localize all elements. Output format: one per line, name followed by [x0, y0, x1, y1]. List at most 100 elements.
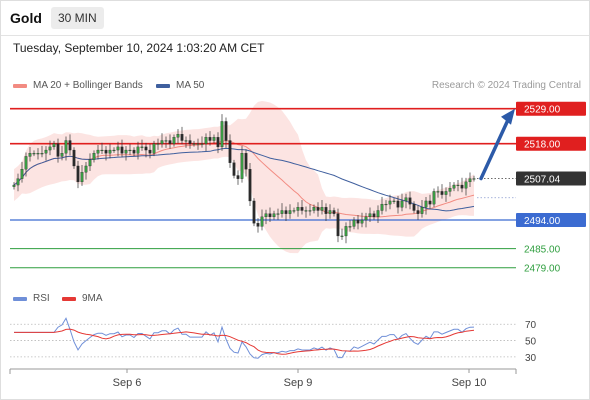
candle-body [144, 146, 148, 151]
rsi-swatch-icon [13, 296, 27, 301]
candle-body [440, 191, 444, 195]
candle-body [272, 213, 276, 218]
candle-body [424, 200, 428, 208]
candle-body [112, 149, 116, 152]
candle-body [468, 178, 472, 183]
candle-body [104, 149, 108, 154]
candle-body [300, 207, 304, 211]
candle-body [248, 168, 252, 202]
candle-body [24, 156, 28, 170]
candle-body [372, 213, 376, 218]
candle-body [268, 213, 272, 218]
candle-body [356, 219, 360, 224]
candle-body [304, 210, 308, 212]
candle-body [136, 146, 140, 154]
candle-body [428, 200, 432, 205]
level-badge-resistance [516, 101, 586, 116]
rsi-9ma-line [14, 328, 475, 355]
candle-body [80, 172, 84, 183]
candle-body [412, 203, 416, 211]
candle-body [140, 146, 144, 148]
candle-body [88, 159, 92, 167]
candle-body [188, 140, 192, 144]
candle-body [256, 223, 260, 227]
level-label-resistance: 2529.00 [524, 105, 561, 116]
candle-body [216, 137, 220, 148]
rsi-level-label: 30 [525, 353, 537, 364]
candle-body [120, 146, 124, 154]
x-tick-label: Sep 10 [452, 377, 487, 389]
candle-body [456, 184, 460, 186]
x-tick-label: Sep 6 [113, 377, 142, 389]
candle-body [472, 178, 476, 180]
candle-body [132, 149, 136, 154]
candle-body [376, 210, 380, 218]
candle-body [380, 203, 384, 211]
candle-body [68, 140, 72, 151]
candle-body [320, 207, 324, 211]
level-label-support: 2479.00 [524, 264, 561, 275]
candle-body [388, 200, 392, 205]
candle-body [148, 149, 152, 154]
candle-body [20, 168, 24, 179]
level-label-pivot: 2494.00 [524, 216, 561, 227]
candle-body [460, 184, 464, 189]
candle-body [44, 149, 48, 154]
candle-body [348, 226, 352, 228]
ma20-swatch-icon [13, 83, 27, 88]
candle-body [252, 200, 256, 224]
candle-body [264, 213, 268, 218]
candle-body [404, 197, 408, 202]
candle-body [444, 191, 448, 195]
header-divider [0, 35, 590, 36]
candle-body [32, 153, 36, 155]
candle-body [76, 165, 80, 183]
candle-body [292, 210, 296, 212]
candle-body [244, 153, 248, 170]
candle-body [316, 207, 320, 211]
candle-body [124, 149, 128, 154]
candle-body [416, 210, 420, 214]
candle-body [312, 207, 316, 211]
legend-ma50[interactable]: MA 50 [156, 80, 204, 91]
candle-body [464, 181, 468, 189]
candle-body [108, 149, 112, 154]
candle-body [196, 143, 200, 145]
candle-body [288, 210, 292, 214]
candle-body [84, 165, 88, 173]
candle-body [12, 184, 16, 187]
ma50-swatch-icon [156, 83, 170, 88]
copyright-text: Research © 2024 Trading Central [431, 80, 581, 91]
candle-body [176, 134, 180, 138]
chart-header: Gold 30 MIN [0, 0, 590, 36]
candle-body [172, 137, 176, 144]
candle-body [436, 191, 440, 193]
candle-body [332, 210, 336, 214]
candle-body [168, 140, 172, 144]
candle-body [208, 137, 212, 141]
candle-body [336, 213, 340, 237]
candle-body [224, 121, 228, 141]
last-price-badge [516, 171, 586, 186]
candle-body [184, 140, 188, 142]
level-label-resistance: 2518.00 [524, 140, 561, 151]
ma50-line [13, 147, 475, 212]
candle-body [228, 140, 232, 163]
candle-body [240, 153, 244, 179]
timeframe-button[interactable]: 30 MIN [51, 7, 104, 29]
candle-body [52, 143, 56, 148]
chart-datetime: Tuesday, September 10, 2024 1:03:20 AM C… [13, 41, 265, 55]
rsi-line [14, 317, 475, 359]
legend-ma20[interactable]: MA 20 + Bollinger Bands [13, 80, 143, 91]
candle-body [284, 210, 288, 214]
candle-body [220, 121, 224, 148]
legend-rsi-label: RSI [33, 293, 50, 304]
candle-body [160, 140, 164, 144]
forecast-arrow-icon [501, 108, 515, 125]
legend-rsi[interactable]: RSI [13, 293, 50, 304]
candle-body [340, 235, 344, 237]
candle-body [396, 200, 400, 208]
candle-body [156, 143, 160, 145]
legend-9ma[interactable]: 9MA [62, 293, 103, 304]
